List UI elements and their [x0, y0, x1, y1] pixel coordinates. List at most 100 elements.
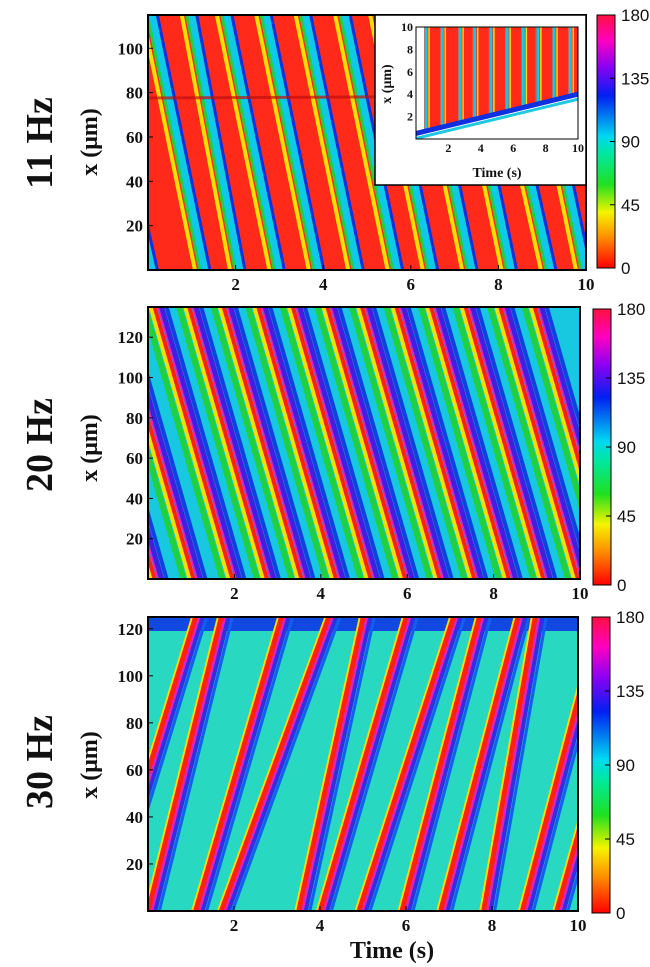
- wave-front: [148, 307, 247, 579]
- colorbar-tick-label: 180: [621, 6, 649, 25]
- wave-front-band: [411, 617, 492, 911]
- inset-boundary: [416, 91, 578, 136]
- wave-front-band: [494, 307, 576, 579]
- inset-stripe: [440, 27, 459, 128]
- ytick-label: 80: [126, 84, 143, 103]
- inset-stripe-fill: [458, 27, 473, 124]
- wave-front-band: [321, 307, 404, 579]
- wave-front-band: [315, 617, 405, 911]
- wave-front-band: [299, 15, 357, 270]
- wave-front-band: [470, 307, 553, 579]
- wave-front-band: [325, 307, 408, 579]
- wave-front-band: [148, 307, 231, 579]
- wave-front-band: [302, 307, 385, 579]
- wave-front-band: [297, 307, 381, 579]
- wave-front-band: [528, 307, 580, 487]
- ytick-label: 100: [118, 667, 144, 686]
- wave-front-band: [425, 307, 507, 579]
- inset-ytick-label: 10: [401, 20, 413, 34]
- wave-front-band: [519, 689, 578, 911]
- ytick-label: 20: [126, 217, 143, 236]
- colorbar-tick-label: 0: [616, 904, 625, 923]
- wave-front-band: [399, 307, 480, 579]
- wave-front-band: [531, 735, 578, 911]
- inset-stripe: [552, 27, 569, 101]
- inset-xtick-label: 4: [478, 141, 484, 155]
- colorbar-20hz-ticks: 0 45 90 135 180: [606, 300, 645, 595]
- wave-front-band: [383, 307, 468, 579]
- wave-front: [349, 307, 454, 579]
- wave-front-band: [148, 307, 226, 579]
- wave-front-band: [148, 15, 204, 270]
- wave-front-band: [148, 370, 208, 579]
- wave-front-band: [279, 307, 364, 579]
- wave-front-band: [337, 307, 420, 579]
- wave-front: [254, 15, 326, 270]
- wave-front-band: [148, 15, 209, 270]
- wave-front-band: [394, 307, 477, 579]
- xtick-label: 10: [572, 584, 589, 603]
- wave-front-band: [153, 617, 231, 911]
- wave-front-band: [256, 307, 339, 579]
- panel-30hz: 20 40 60 80 100 120 2 4 6 8 10 30 Hz x (μm) Time …: [19, 608, 644, 964]
- wave-front-band: [228, 307, 311, 579]
- wave-front-band: [527, 718, 578, 911]
- wave-front-band: [366, 307, 450, 579]
- wave-front-band: [185, 15, 239, 270]
- wave-front-band: [364, 307, 446, 579]
- xtick-label: 8: [489, 584, 498, 603]
- inset-stripe: [472, 27, 489, 120]
- ytick-label: 60: [126, 128, 143, 147]
- inset-xtick-label: 2: [445, 141, 451, 155]
- wave-front-band: [364, 617, 463, 911]
- wave-front-band: [230, 617, 342, 911]
- wave-front-band: [268, 307, 351, 579]
- wave-front: [436, 617, 531, 911]
- wave-front-band: [223, 617, 335, 911]
- wave-front-band: [349, 307, 433, 579]
- xtick-label: 2: [230, 916, 239, 935]
- wave-front-band: [223, 15, 283, 270]
- inset-yticks: 2 4 6 8 10: [401, 20, 413, 124]
- inset-stripes: [416, 27, 578, 139]
- inset-stripe: [505, 27, 522, 112]
- wave-front: [148, 370, 208, 579]
- xtick-label: 2: [230, 584, 239, 603]
- panel-30hz-frame: [147, 616, 579, 912]
- wave-front-band: [296, 617, 366, 911]
- wave-front-band: [183, 307, 265, 579]
- inset-xlabel: Time (s): [472, 166, 521, 181]
- ytick-label: 120: [118, 328, 144, 347]
- xtick-label: 4: [317, 584, 326, 603]
- wave-front-band: [148, 400, 199, 579]
- wave-front-band: [356, 617, 456, 911]
- inset-boundary-edge: [416, 97, 578, 139]
- xtick-label: 4: [319, 275, 328, 294]
- wave-front-band: [176, 307, 260, 579]
- wave-front-band: [435, 307, 519, 579]
- wave-front-band: [152, 307, 235, 579]
- wave-front-band: [537, 307, 580, 457]
- wave-front-band: [559, 843, 578, 911]
- wave-front-band: [498, 307, 580, 579]
- colorbar-tick-label: 0: [621, 259, 630, 278]
- colorbar-tick-label: 135: [621, 69, 649, 88]
- wave-front-band: [372, 307, 454, 579]
- xtick-label: 4: [316, 916, 325, 935]
- wave-front-band: [260, 307, 342, 579]
- wave-front-band: [226, 307, 307, 579]
- wave-front-band: [230, 15, 286, 270]
- wave-front: [148, 617, 234, 911]
- wave-front-band: [254, 15, 311, 270]
- wave-front-band: [438, 617, 521, 911]
- ytick-label: 100: [118, 39, 144, 58]
- wave-front-band: [193, 617, 284, 911]
- wave-front-band: [164, 307, 247, 579]
- wave-front-band: [214, 15, 272, 270]
- wave-front-band: [301, 617, 369, 911]
- wave-front-band: [450, 617, 531, 911]
- wave-front-band: [259, 15, 318, 270]
- inset-stripe-fill: [472, 27, 489, 120]
- panel-11hz-inset: 2 4 6 8 10 2 4 6 8 10 x (μm) Time (s): [374, 14, 587, 186]
- wave-front-band: [294, 617, 362, 911]
